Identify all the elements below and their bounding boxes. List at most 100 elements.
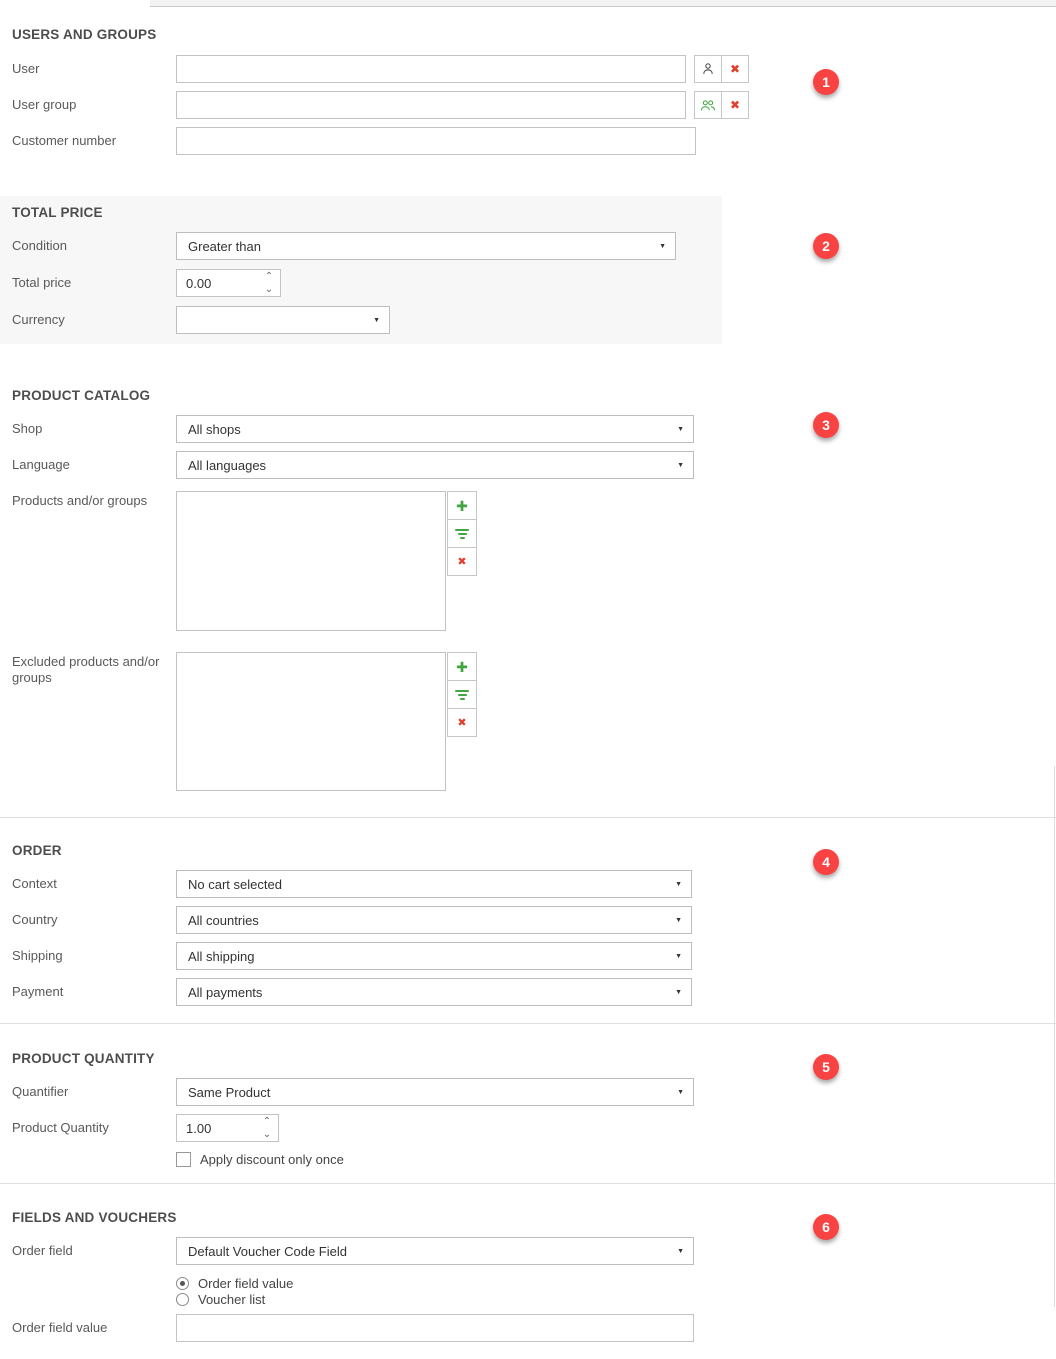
dropdown-caret-icon: ▼ [675, 917, 682, 924]
remove-icon: ✖ [457, 555, 467, 568]
condition-selected-value: Greater than [188, 239, 261, 254]
filter-icon [455, 689, 469, 700]
excluded-products-groups-label: Excluded products and/or groups [12, 654, 160, 685]
add-excluded-product-button[interactable]: ✚ [447, 652, 477, 681]
spinner-up-button[interactable]: ⌃ [264, 271, 274, 282]
remove-excluded-product-button[interactable]: ✖ [447, 708, 477, 737]
payment-label: Payment [12, 984, 64, 999]
country-selected-value: All countries [188, 913, 259, 928]
user-group-input[interactable] [176, 91, 686, 119]
section-divider [0, 1023, 1056, 1024]
add-icon: ✚ [456, 658, 468, 675]
dropdown-caret-icon: ▼ [677, 1089, 684, 1096]
payment-select[interactable]: All payments ▼ [176, 978, 692, 1006]
context-select[interactable]: No cart selected ▼ [176, 870, 692, 898]
total-price-spinner[interactable]: 0.00 ⌃ ⌄ [176, 269, 281, 297]
payment-selected-value: All payments [188, 985, 263, 1000]
pick-user-button[interactable] [694, 55, 722, 83]
order-field-label: Order field [12, 1243, 73, 1258]
customer-number-input[interactable] [176, 127, 696, 155]
country-select[interactable]: All countries ▼ [176, 906, 692, 934]
apply-discount-once-checkbox[interactable] [176, 1152, 191, 1167]
language-label: Language [12, 457, 70, 472]
remove-product-button[interactable]: ✖ [447, 547, 477, 576]
user-label: User [12, 61, 40, 76]
dropdown-caret-icon: ▼ [373, 317, 380, 324]
section-fields-and-vouchers: FIELDS AND VOUCHERS Order field Default … [0, 1184, 1056, 1342]
shipping-selected-value: All shipping [188, 949, 255, 964]
filter-products-button[interactable] [447, 519, 477, 548]
language-select[interactable]: All languages ▼ [176, 451, 694, 479]
order-field-value-label: Order field value [12, 1320, 108, 1335]
order-field-select[interactable]: Default Voucher Code Field ▼ [176, 1237, 694, 1265]
quantifier-selected-value: Same Product [188, 1085, 271, 1100]
user-group-actions: ✖ [694, 91, 749, 119]
country-label: Country [12, 912, 58, 927]
section-users-and-groups: USERS AND GROUPS User ✖ User [0, 0, 1056, 155]
step-badge-2: 2 [813, 233, 839, 259]
shipping-label: Shipping [12, 948, 63, 963]
spinner-down-button[interactable]: ⌄ [264, 284, 274, 295]
spinner-down-button[interactable]: ⌄ [262, 1129, 272, 1140]
section-title-total-price: TOTAL PRICE [12, 205, 103, 220]
section-title-fields-and-vouchers: FIELDS AND VOUCHERS [12, 1210, 177, 1225]
quantifier-label: Quantifier [12, 1084, 69, 1099]
total-price-value: 0.00 [186, 276, 212, 291]
condition-label: Condition [12, 238, 67, 253]
step-badge-5: 5 [813, 1054, 839, 1080]
currency-selected-value [177, 307, 389, 313]
dropdown-caret-icon: ▼ [675, 989, 682, 996]
filter-icon [455, 528, 469, 539]
shipping-select[interactable]: All shipping ▼ [176, 942, 692, 970]
pick-user-group-button[interactable] [694, 91, 722, 119]
currency-label: Currency [12, 312, 65, 327]
spinner-arrows: ⌃ ⌄ [258, 1116, 276, 1142]
radio-voucher-list[interactable]: Voucher list [176, 1292, 1056, 1307]
dropdown-caret-icon: ▼ [677, 462, 684, 469]
radio-voucher-list-label: Voucher list [198, 1292, 266, 1307]
apply-discount-once-label: Apply discount only once [200, 1152, 344, 1167]
step-badge-3: 3 [813, 412, 839, 438]
language-selected-value: All languages [188, 458, 267, 473]
person-icon [701, 62, 715, 76]
quantifier-select[interactable]: Same Product ▼ [176, 1078, 694, 1106]
remove-icon: ✖ [729, 98, 741, 112]
product-quantity-label: Product Quantity [12, 1120, 109, 1135]
clear-user-group-button[interactable]: ✖ [721, 91, 749, 119]
condition-select[interactable]: Greater than ▼ [176, 232, 676, 260]
filter-excluded-products-button[interactable] [447, 680, 477, 709]
user-actions: ✖ [694, 55, 749, 83]
remove-icon: ✖ [729, 62, 741, 76]
excluded-products-groups-listbox[interactable] [176, 652, 446, 791]
radio-button-unselected[interactable] [176, 1293, 189, 1306]
dropdown-caret-icon: ▼ [677, 426, 684, 433]
radio-button-selected[interactable] [176, 1277, 189, 1290]
shop-label: Shop [12, 421, 43, 436]
excluded-products-actions: ✚ ✖ [447, 652, 477, 737]
section-total-price: TOTAL PRICE Condition Greater than ▼ Tot… [0, 196, 722, 344]
top-panel-edge [150, 0, 1056, 7]
spinner-arrows: ⌃ ⌄ [260, 271, 278, 297]
product-quantity-value: 1.00 [186, 1121, 212, 1136]
add-product-button[interactable]: ✚ [447, 491, 477, 520]
radio-order-field-value-label: Order field value [198, 1276, 294, 1291]
clear-user-button[interactable]: ✖ [721, 55, 749, 83]
dropdown-caret-icon: ▼ [677, 1248, 684, 1255]
step-badge-1: 1 [813, 69, 839, 95]
order-field-value-input[interactable] [176, 1314, 694, 1342]
currency-select[interactable]: ▼ [176, 306, 390, 334]
radio-order-field-value[interactable]: Order field value [176, 1276, 1056, 1291]
shop-select[interactable]: All shops ▼ [176, 415, 694, 443]
products-groups-label: Products and/or groups [12, 493, 148, 508]
context-label: Context [12, 876, 57, 891]
section-order: ORDER Context No cart selected ▼ Country… [0, 818, 1056, 1023]
section-divider [0, 817, 1056, 818]
total-price-label: Total price [12, 275, 72, 290]
product-quantity-spinner[interactable]: 1.00 ⌃ ⌄ [176, 1114, 279, 1142]
section-title-product-quantity: PRODUCT QUANTITY [12, 1051, 155, 1066]
products-groups-listbox[interactable] [176, 491, 446, 631]
spinner-up-button[interactable]: ⌃ [262, 1116, 272, 1127]
context-selected-value: No cart selected [188, 877, 282, 892]
user-input[interactable] [176, 55, 686, 83]
